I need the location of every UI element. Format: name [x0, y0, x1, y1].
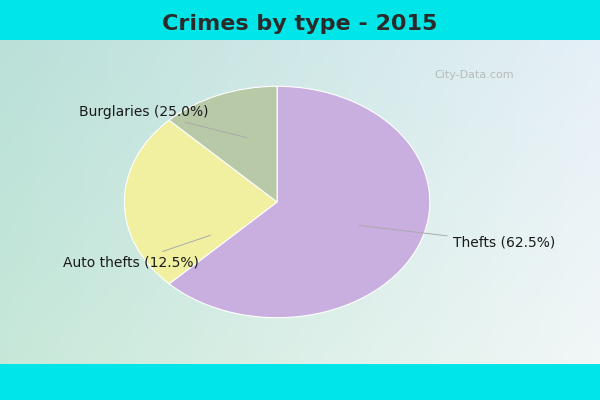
Text: Thefts (62.5%): Thefts (62.5%) — [359, 226, 555, 250]
Text: City-Data.com: City-Data.com — [434, 70, 514, 80]
Text: Crimes by type - 2015: Crimes by type - 2015 — [163, 14, 437, 34]
Text: Burglaries (25.0%): Burglaries (25.0%) — [79, 105, 247, 138]
Wedge shape — [169, 86, 430, 318]
Text: Auto thefts (12.5%): Auto thefts (12.5%) — [63, 235, 211, 269]
Wedge shape — [169, 86, 277, 202]
Wedge shape — [124, 120, 277, 284]
